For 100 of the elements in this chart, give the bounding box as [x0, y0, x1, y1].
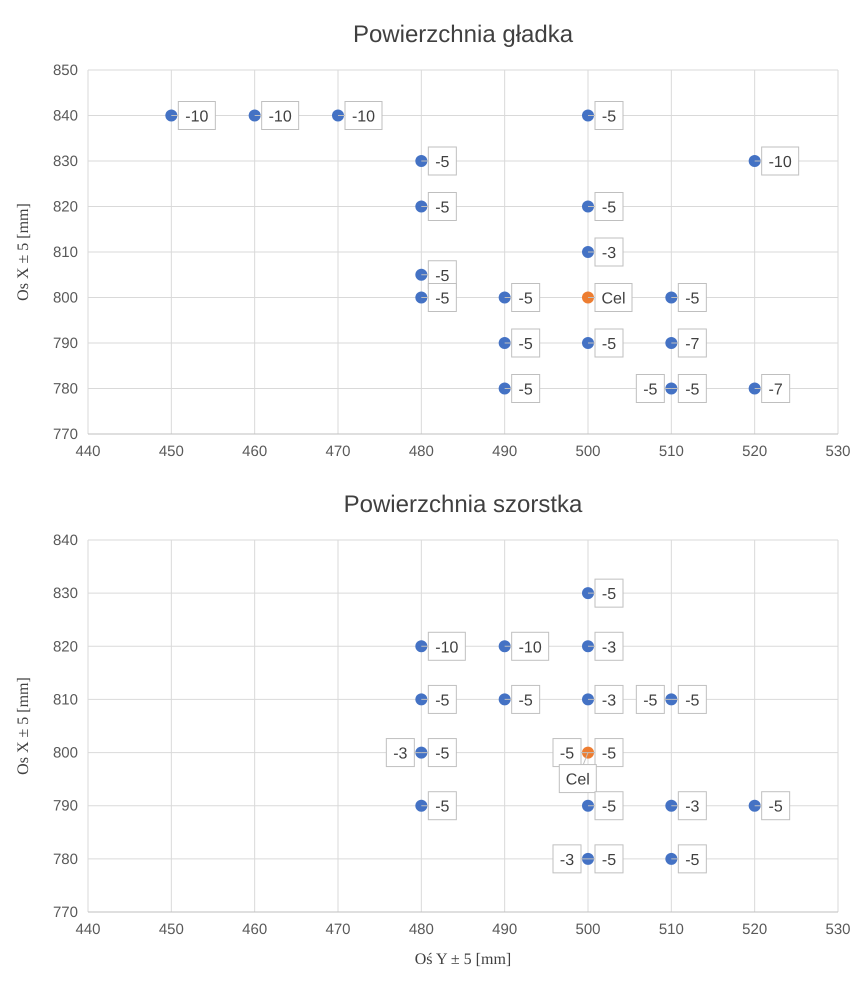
annotation: -5 — [685, 382, 700, 398]
x-tick-label: 490 — [492, 921, 518, 938]
point — [165, 110, 178, 122]
y-tick-label: 830 — [52, 585, 78, 602]
y-tick-label: 790 — [52, 335, 78, 352]
x-axis-title: Oś Y ± 5 [mm] — [414, 951, 512, 968]
annotation: -5 — [602, 200, 616, 216]
annotation: -5 — [602, 852, 616, 869]
point — [582, 640, 594, 652]
annotation: -5 — [560, 746, 574, 763]
annotation: -3 — [602, 639, 616, 656]
chart-title: Powierzchnia szorstka — [344, 491, 584, 518]
annotation: -5 — [602, 586, 616, 604]
point — [748, 155, 761, 167]
point — [498, 640, 511, 652]
x-tick-label: 510 — [658, 921, 684, 938]
y-tick-label: 780 — [52, 850, 78, 868]
annotation: -3 — [602, 245, 616, 262]
x-tick-label: 530 — [825, 921, 851, 938]
annotation: -5 — [435, 268, 450, 285]
annotation: -10 — [185, 108, 208, 126]
annotation: -5 — [768, 798, 783, 816]
point — [748, 382, 761, 394]
annotation: -5 — [435, 798, 450, 816]
x-tick-label: 500 — [575, 443, 601, 460]
y-tick-label: 820 — [52, 198, 78, 216]
x-tick-label: 520 — [742, 921, 768, 938]
point — [582, 800, 594, 812]
annotation: -5 — [602, 798, 616, 816]
y-tick-label: 790 — [52, 798, 78, 815]
annotation: -5 — [685, 692, 700, 710]
annotation: Cel — [566, 772, 590, 789]
x-tick-label: 450 — [158, 443, 184, 460]
point — [582, 200, 594, 212]
y-axis-title: Os X ± 5 [mm] — [15, 203, 32, 301]
annotation: -7 — [768, 382, 783, 398]
annotation: -5 — [643, 382, 658, 398]
point — [582, 292, 594, 304]
annotation: -5 — [435, 290, 450, 308]
annotation: -5 — [685, 852, 700, 869]
y-tick-label: 800 — [52, 290, 78, 306]
x-tick-label: 480 — [408, 443, 434, 460]
x-tick-label: 470 — [325, 443, 351, 460]
y-tick-label: 820 — [52, 638, 78, 656]
annotation: -5 — [602, 746, 616, 763]
x-tick-label: 520 — [742, 443, 768, 460]
y-tick-label: 810 — [52, 244, 78, 261]
y-tick-label: 830 — [52, 153, 78, 170]
annotation: -10 — [435, 639, 458, 656]
point — [582, 693, 594, 706]
annotation: -5 — [518, 692, 533, 710]
chart-title: Powierzchnia gładka — [352, 21, 574, 48]
annotation: -3 — [393, 746, 408, 763]
point — [498, 292, 511, 304]
point — [748, 800, 761, 812]
x-tick-label: 490 — [492, 443, 518, 460]
y-tick-label: 780 — [52, 380, 78, 398]
annotation: -5 — [435, 154, 450, 171]
point — [498, 337, 511, 349]
x-tick-label: 450 — [158, 921, 184, 938]
point — [415, 640, 428, 652]
annotation: -5 — [435, 200, 450, 216]
point — [582, 246, 594, 258]
x-tick-label: 460 — [242, 921, 268, 938]
annotation: -3 — [560, 852, 574, 869]
point — [582, 337, 594, 349]
point — [498, 382, 511, 394]
x-tick-label: 510 — [658, 443, 684, 460]
annotation: -5 — [518, 290, 533, 308]
point — [248, 110, 261, 122]
annotation: -5 — [435, 746, 450, 763]
annotation: -7 — [685, 336, 700, 353]
point — [332, 110, 344, 122]
annotation: -10 — [268, 108, 292, 126]
x-tick-label: 440 — [75, 921, 101, 938]
point — [498, 693, 511, 706]
annotation: -5 — [643, 692, 658, 710]
annotation: -10 — [352, 108, 376, 126]
annotation: -5 — [518, 336, 533, 353]
y-tick-label: 840 — [52, 532, 78, 549]
point — [582, 587, 594, 600]
x-tick-label: 530 — [825, 443, 851, 460]
y-tick-label: 800 — [52, 744, 78, 762]
point — [415, 292, 428, 304]
annotation: Cel — [601, 290, 626, 308]
annotation: -5 — [435, 692, 450, 710]
annotation: -10 — [768, 154, 792, 171]
annotation: -10 — [518, 639, 542, 656]
point — [665, 292, 678, 304]
point — [415, 155, 428, 167]
point — [415, 200, 428, 212]
point — [415, 693, 428, 706]
point — [665, 800, 678, 812]
x-tick-label: 480 — [408, 921, 434, 938]
annotation: -3 — [685, 798, 700, 816]
y-tick-label: 770 — [52, 904, 78, 921]
y-axis-title: Os X ± 5 [mm] — [15, 677, 32, 775]
annotation: -5 — [602, 108, 616, 126]
point — [665, 337, 678, 349]
point — [415, 268, 428, 281]
